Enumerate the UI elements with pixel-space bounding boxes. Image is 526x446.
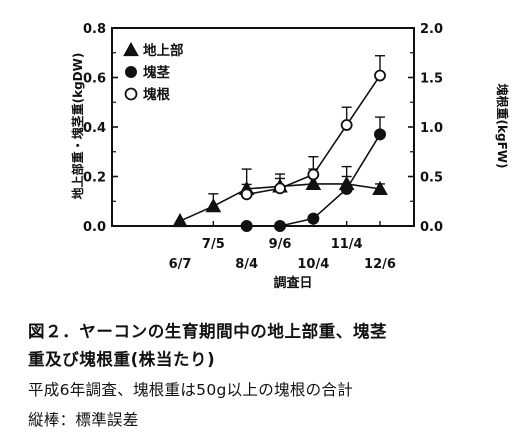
x-tick-label-bottom: 12/6 bbox=[364, 257, 396, 272]
data-point bbox=[340, 182, 353, 195]
x-tick-label-top: 9/6 bbox=[269, 237, 292, 252]
data-point bbox=[205, 198, 222, 213]
right-tick-label: 1.5 bbox=[420, 72, 443, 87]
right-tick-label: 1.0 bbox=[420, 121, 443, 136]
data-point bbox=[274, 182, 286, 195]
series-layer bbox=[172, 55, 388, 232]
data-point bbox=[240, 220, 253, 232]
x-tick-label-bottom: 10/4 bbox=[297, 257, 329, 272]
legend-marker bbox=[125, 66, 137, 78]
data-point bbox=[340, 119, 353, 131]
x-tick-label-top: 11/4 bbox=[331, 237, 363, 252]
left-tick-label: 0.6 bbox=[83, 72, 106, 87]
legend-marker bbox=[123, 41, 139, 57]
figure-note-line2: 縦棒：標準誤差 bbox=[28, 411, 139, 429]
data-point bbox=[307, 168, 320, 181]
figure-note-line1: 平成6年調査、塊根重は50g以上の塊根の合計 bbox=[28, 381, 354, 399]
right-axis-ticks: 0.0 0.5 1.0 1.5 2.0 bbox=[408, 22, 443, 235]
data-point bbox=[374, 69, 386, 82]
right-axis-label: 塊根重(kgFW) bbox=[495, 84, 510, 169]
data-point bbox=[274, 220, 286, 232]
figure-title-line2: 重及び塊根重(株当たり) bbox=[28, 350, 216, 369]
data-point bbox=[374, 128, 386, 141]
series-2 bbox=[240, 116, 386, 232]
figure-title-line1: 図２．ヤーコンの生育期間中の地上部重、塊茎 bbox=[28, 322, 388, 341]
legend-item: 塊根 bbox=[124, 86, 170, 103]
x-tick-label-bottom: 6/7 bbox=[169, 257, 192, 272]
legend-label: 地上部 bbox=[143, 42, 184, 59]
left-tick-label: 0.2 bbox=[83, 171, 106, 186]
data-point bbox=[240, 188, 253, 201]
legend-item: 地上部 bbox=[123, 41, 184, 59]
yacon-growth-chart: 0.0 0.2 0.4 0.6 0.8 0.0 0.5 1.0 1.5 2.0 7/5 9/6 11… bbox=[70, 22, 510, 291]
legend-label: 塊茎 bbox=[143, 64, 170, 81]
data-point bbox=[172, 213, 188, 228]
data-point bbox=[372, 180, 388, 195]
left-tick-label: 0.0 bbox=[83, 220, 106, 235]
right-tick-label: 0.0 bbox=[420, 220, 443, 235]
left-tick-label: 0.8 bbox=[83, 22, 106, 37]
left-tick-label: 0.4 bbox=[83, 121, 106, 136]
x-axis-label: 調査日 bbox=[273, 275, 312, 291]
left-axis-ticks: 0.0 0.2 0.4 0.6 0.8 bbox=[83, 22, 118, 235]
left-axis-label: 地上部重・塊茎重(kgDW) bbox=[70, 53, 85, 200]
data-point bbox=[307, 212, 320, 225]
right-tick-label: 0.5 bbox=[420, 171, 443, 186]
right-tick-label: 2.0 bbox=[420, 22, 443, 37]
legend-label: 塊根 bbox=[143, 86, 170, 103]
x-tick-label-top: 7/5 bbox=[202, 237, 225, 252]
legend-marker bbox=[124, 87, 138, 101]
series-3 bbox=[240, 55, 386, 201]
data-point bbox=[305, 175, 322, 191]
x-axis-ticks: 7/5 9/6 11/4 6/7 8/4 10/4 12/6 bbox=[169, 221, 396, 272]
legend-item: 塊茎 bbox=[125, 64, 170, 81]
x-tick-label-bottom: 8/4 bbox=[235, 257, 258, 272]
